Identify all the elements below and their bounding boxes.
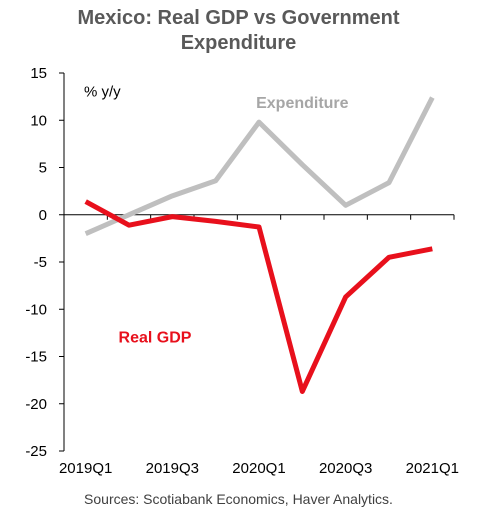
y-tick-label: -10 bbox=[25, 301, 47, 318]
x-tick-label: 2019Q1 bbox=[59, 460, 112, 477]
y-tick-label: -5 bbox=[34, 254, 47, 271]
chart-series bbox=[84, 96, 435, 394]
series-line-real-gdp bbox=[84, 199, 433, 394]
series-line-expenditure bbox=[84, 96, 435, 236]
y-tick-label: -25 bbox=[25, 443, 47, 460]
y-tick-label: -15 bbox=[25, 349, 47, 366]
series-label-real-gdp: Real GDP bbox=[119, 329, 192, 346]
chart-title-line-2: Expenditure bbox=[180, 32, 297, 54]
x-tick-label: 2021Q1 bbox=[406, 460, 459, 477]
series-label-expenditure: Expenditure bbox=[256, 95, 349, 112]
unit-label: % y/y bbox=[84, 84, 121, 101]
y-tick-label: -20 bbox=[25, 396, 47, 413]
y-tick-label: 5 bbox=[39, 160, 47, 177]
x-tick-label: 2020Q1 bbox=[232, 460, 285, 477]
chart-title: Mexico: Real GDP vs Government Expenditu… bbox=[0, 6, 477, 56]
chart-title-line-1: Mexico: Real GDP vs Government bbox=[77, 7, 400, 29]
x-tick-label: 2019Q3 bbox=[146, 460, 199, 477]
y-tick-label: 0 bbox=[39, 207, 47, 224]
y-tick-label: 15 bbox=[30, 65, 47, 82]
x-tick-label: 2020Q3 bbox=[319, 460, 372, 477]
y-tick-label: 10 bbox=[30, 112, 47, 129]
chart-labels: 15 10 5 0 -5 -10 -15 -20 -25 2019Q1 2019Q3 2020Q1 20… bbox=[25, 65, 459, 477]
chart-source-note: Sources: Scotiabank Economics, Haver Ana… bbox=[84, 491, 393, 507]
